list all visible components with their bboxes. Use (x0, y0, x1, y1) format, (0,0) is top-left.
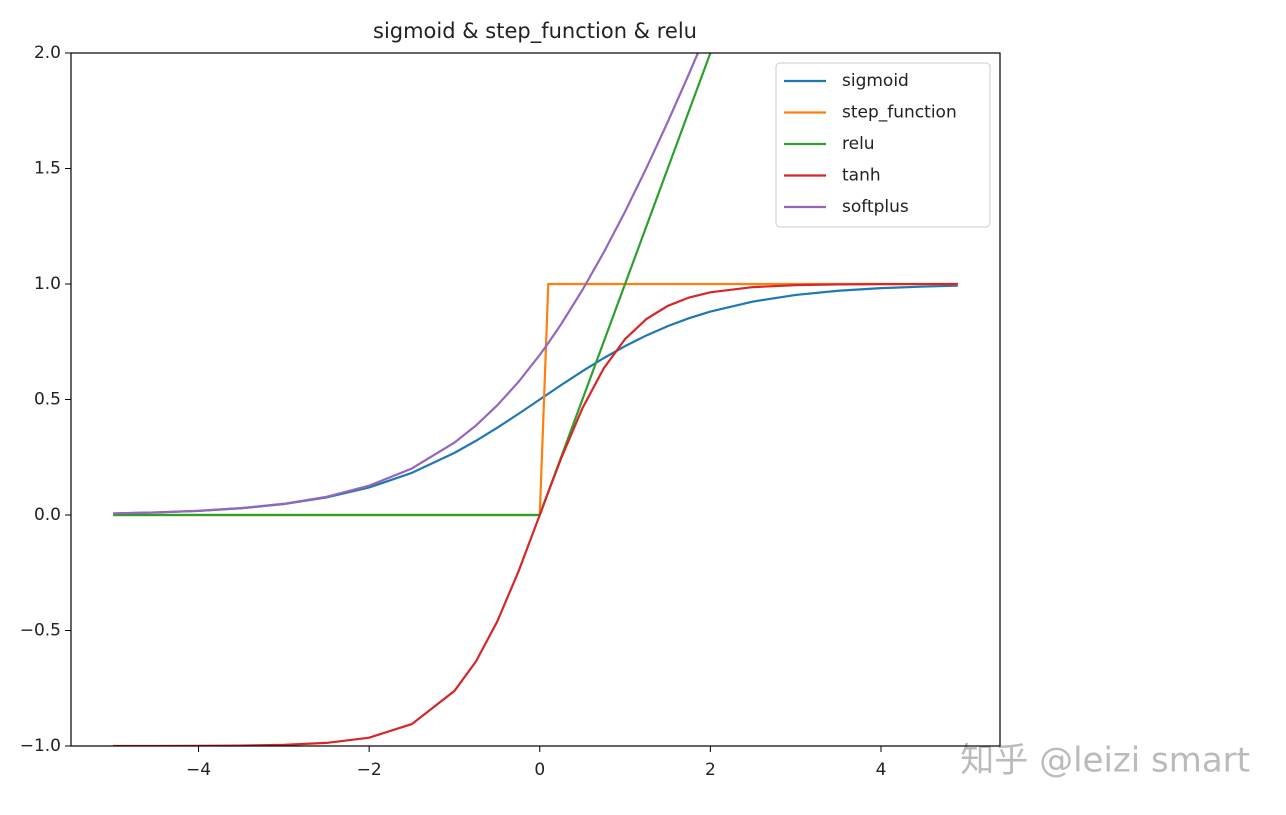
x-tick-label: 4 (876, 760, 887, 780)
line-4 (113, 53, 700, 515)
watermark: 知乎 @leizi smart (960, 741, 1250, 781)
chart-title: sigmoid & step_function & relu (373, 19, 697, 44)
legend-label: sigmoid (842, 71, 909, 91)
x-tick-label: 0 (534, 760, 545, 780)
y-tick-label: −1.0 (20, 736, 61, 756)
legend-label: relu (842, 134, 875, 154)
plot-lines (113, 53, 958, 746)
y-tick-label: 2.0 (34, 43, 61, 63)
legend-box (775, 62, 991, 228)
y-tick-label: 1.0 (34, 274, 61, 294)
x-tick-label: 2 (705, 760, 716, 780)
line-3 (113, 282, 958, 746)
line-1 (113, 282, 958, 517)
y-tick-label: −0.5 (20, 621, 61, 641)
x-tick-label: −2 (357, 760, 382, 780)
y-tick-label: 1.5 (34, 159, 61, 179)
legend-label: step_function (842, 103, 957, 123)
y-tick-label: 0.0 (34, 505, 61, 525)
line-0 (113, 284, 958, 515)
plot-frame (70, 52, 1001, 747)
legend-label: tanh (842, 166, 881, 186)
x-tick-label: −4 (186, 760, 211, 780)
y-tick-label: 0.5 (34, 390, 61, 410)
legend-label: softplus (842, 197, 909, 217)
